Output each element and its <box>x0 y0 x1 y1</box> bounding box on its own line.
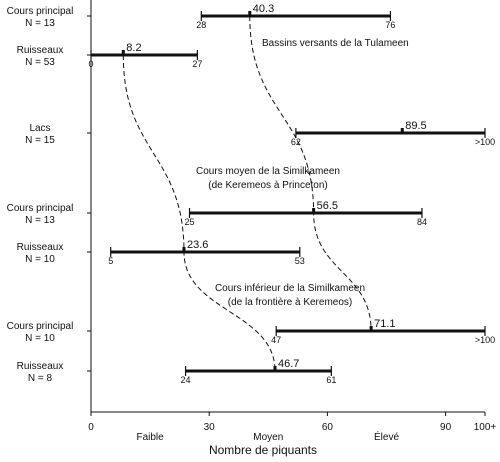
x-category-label: Moyen <box>253 432 283 443</box>
mean-value-label: 8.2 <box>126 42 141 54</box>
row-label: Cours principal <box>7 203 74 214</box>
row-n-label: N = 8 <box>28 373 53 384</box>
group-subtitle-similkameen-middle: (de Keremeos à Princeton) <box>208 180 328 191</box>
row-label: Ruisseaux <box>17 45 64 56</box>
row-n-label: N = 53 <box>25 57 55 68</box>
x-tick-label: 0 <box>88 422 94 433</box>
range-min-label: 5 <box>108 256 113 266</box>
x-tick-label: 60 <box>322 422 334 433</box>
range-min-label: 47 <box>271 335 281 345</box>
row-label: Cours principal <box>7 321 74 332</box>
mean-value-label: 23.6 <box>187 239 208 251</box>
range-max-label: 84 <box>417 217 427 227</box>
row-n-label: N = 13 <box>25 18 55 29</box>
ruisseaux-trend <box>122 54 276 372</box>
cours-principal-trend <box>249 15 372 332</box>
range-max-label: 61 <box>326 375 336 385</box>
group-subtitle-similkameen-lower: (de la frontière à Keremeos) <box>228 297 353 308</box>
mean-value-label: 40.3 <box>253 3 274 15</box>
range-max-label: 76 <box>385 20 395 30</box>
x-tick-label: 90 <box>440 422 452 433</box>
mean-value-label: 89.5 <box>405 120 426 132</box>
row-n-label: N = 13 <box>25 215 55 226</box>
row-label: Lacs <box>29 123 50 134</box>
range-min-label: 28 <box>196 20 206 30</box>
row-n-label: N = 10 <box>25 333 55 344</box>
range-min-label: 0 <box>88 59 93 69</box>
mean-marker <box>121 50 125 55</box>
row-n-label: N = 10 <box>25 254 55 265</box>
row-label: Ruisseaux <box>17 361 64 372</box>
mean-value-label: 56.5 <box>317 200 338 212</box>
x-tick-label: 30 <box>204 422 216 433</box>
row-n-label: N = 15 <box>25 135 55 146</box>
range-max-label: 27 <box>192 59 202 69</box>
row-label: Ruisseaux <box>17 242 64 253</box>
mean-marker <box>182 247 186 252</box>
group-title-similkameen-middle: Cours moyen de la Similkameen <box>196 166 340 177</box>
mean-marker <box>369 326 373 331</box>
x-category-label: Élevé <box>374 430 399 443</box>
row-label: Cours principal <box>7 6 74 17</box>
range-min-label: 25 <box>184 217 194 227</box>
group-title-similkameen-lower: Cours inférieur de la Similkameen <box>215 283 365 294</box>
mean-value-label: 71.1 <box>374 318 395 330</box>
x-category-label: Faible <box>136 432 164 443</box>
mean-value-label: 46.7 <box>278 358 299 370</box>
mean-marker <box>400 128 404 133</box>
x-tick-label: 100+ <box>474 422 497 433</box>
range-max-label: >100 <box>475 335 495 345</box>
range-max-label: >100 <box>475 137 495 147</box>
plot-area: 0 30 60 90 100+ Faible Moyen Élevé Cours princip… <box>7 0 497 443</box>
range-min-label: 62 <box>291 137 301 147</box>
x-axis-title: Nombre de piquants <box>209 443 317 457</box>
mean-marker <box>248 11 252 16</box>
range-max-label: 53 <box>295 256 305 266</box>
range-min-label: 24 <box>181 375 191 385</box>
group-title-tulameen: Bassins versants de la Tulameen <box>262 38 409 49</box>
